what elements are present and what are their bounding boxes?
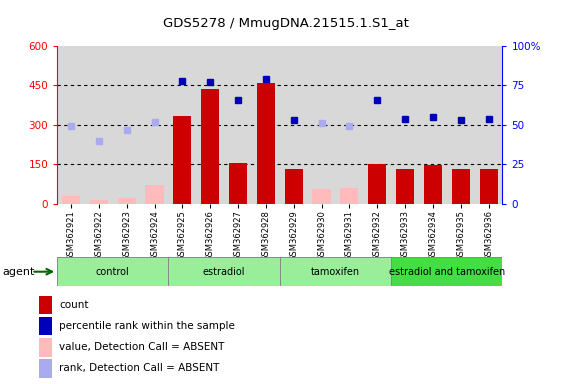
Bar xyxy=(391,257,502,286)
Bar xyxy=(368,164,386,204)
Bar xyxy=(174,116,191,204)
Bar xyxy=(62,196,80,204)
Text: estradiol: estradiol xyxy=(203,266,246,277)
Text: value, Detection Call = ABSENT: value, Detection Call = ABSENT xyxy=(59,342,225,352)
Bar xyxy=(340,188,359,204)
Text: count: count xyxy=(59,300,89,310)
Bar xyxy=(146,185,163,204)
Text: agent: agent xyxy=(3,266,35,277)
Bar xyxy=(118,198,136,204)
Bar xyxy=(424,165,442,204)
Bar xyxy=(280,257,391,286)
Bar xyxy=(312,189,331,204)
Bar xyxy=(201,89,219,204)
Bar xyxy=(229,163,247,204)
Bar xyxy=(257,83,275,204)
Bar xyxy=(285,169,303,204)
Text: tamoxifen: tamoxifen xyxy=(311,266,360,277)
Bar xyxy=(396,169,414,204)
Text: GDS5278 / MmugDNA.21515.1.S1_at: GDS5278 / MmugDNA.21515.1.S1_at xyxy=(163,17,408,30)
Bar xyxy=(39,359,52,377)
Bar xyxy=(57,257,168,286)
Bar xyxy=(452,169,470,204)
Bar xyxy=(90,200,108,204)
Text: rank, Detection Call = ABSENT: rank, Detection Call = ABSENT xyxy=(59,363,220,373)
Text: estradiol and tamoxifen: estradiol and tamoxifen xyxy=(389,266,505,277)
Bar xyxy=(39,338,52,356)
Bar xyxy=(39,296,52,314)
Text: control: control xyxy=(96,266,130,277)
Bar xyxy=(168,257,280,286)
Bar xyxy=(480,169,497,204)
Text: percentile rank within the sample: percentile rank within the sample xyxy=(59,321,235,331)
Bar xyxy=(39,317,52,335)
